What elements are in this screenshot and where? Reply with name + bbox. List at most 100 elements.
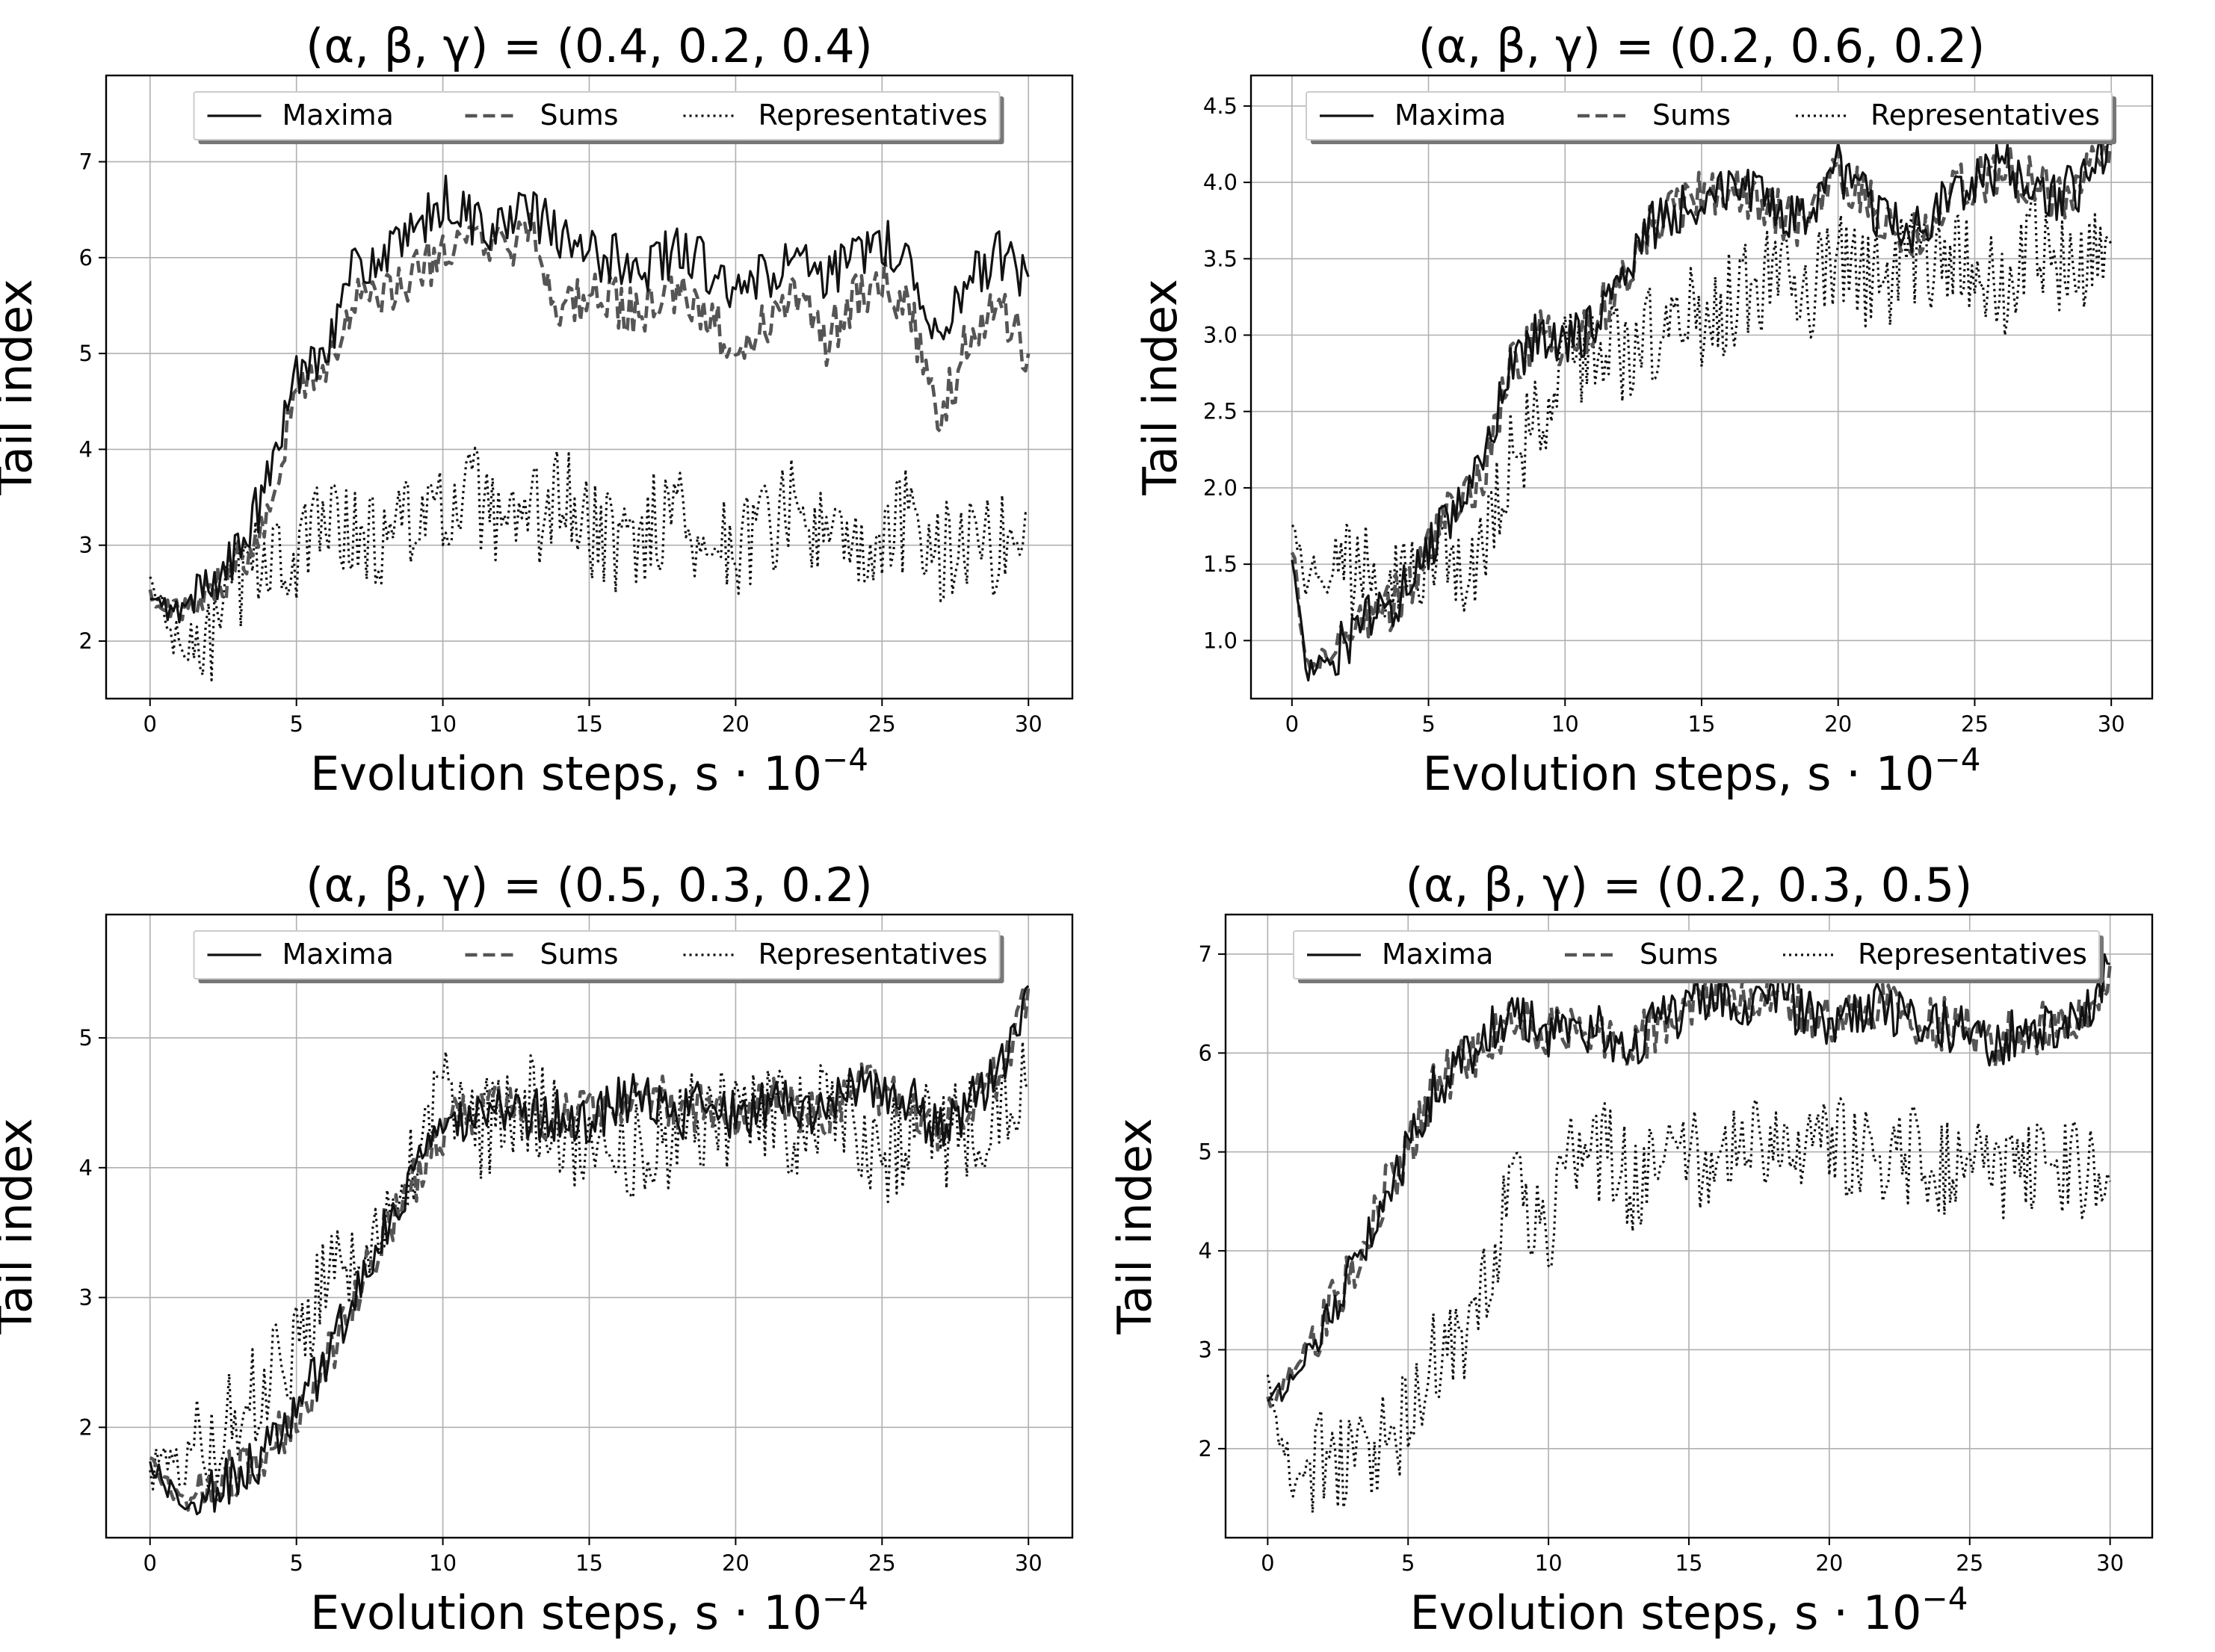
x-tick-label: 20 [722,711,750,737]
y-tick-label: 3 [79,533,93,558]
series-line-representatives [1266,1097,2112,1515]
y-tick-label: 7 [79,149,93,174]
x-tick-label: 5 [289,711,303,737]
legend-label-sums: Sums [540,938,619,971]
y-tick-label: 4 [79,436,93,462]
x-tick-label: 0 [143,1550,157,1576]
x-tick-label: 0 [143,711,157,737]
legend-label-representatives: Representatives [1858,938,2087,971]
y-tick-label: 2 [79,1414,93,1440]
legend-box [1293,930,2100,980]
chart-title: (α, β, γ) = (0.2, 0.6, 0.2) [1418,19,1986,73]
y-tick-label: 5 [79,1025,93,1051]
chart-panel-2: 0 5 10 15 20 25 30 1.0 1.5 2.0 2.5 3.0 3.5 4.0 4.5 (α, … [1133,19,2154,801]
x-axis-label-superscript: −4 [1935,741,1981,778]
x-tick-label: 20 [722,1550,750,1576]
y-tick-label: 4.0 [1203,170,1238,195]
x-tick-label: 10 [429,711,457,737]
legend-label-maxima: Maxima [282,938,394,971]
chart-panel-4: 0 5 10 15 20 25 30 2 3 4 5 6 7 (α, β, γ) = (0.2, 0.3,… [1108,858,2154,1640]
legend-label-maxima: Maxima [282,99,394,132]
x-tick-label: 25 [1961,711,1989,737]
legend-label-maxima: Maxima [1382,938,1493,971]
y-tick-label: 6 [79,245,93,270]
legend-label-representatives: Representatives [1870,99,2100,132]
x-axis-label-text: Evolution steps, s · 10 [310,1586,822,1640]
x-tick-label: 30 [1015,1550,1042,1576]
chart-title: (α, β, γ) = (0.4, 0.2, 0.4) [306,19,873,73]
y-tick-label: 2.5 [1203,399,1238,424]
y-tick-label: 4.5 [1203,93,1238,119]
y-tick-label: 2.0 [1203,475,1238,501]
y-axis-label: Tail index [1108,1118,1162,1334]
legend-label-sums: Sums [1652,99,1731,132]
legend-box [1306,91,2113,140]
x-tick-label: 20 [1824,711,1852,737]
x-axis-label-superscript: −4 [822,741,868,778]
legend-box [193,91,1001,140]
y-tick-label: 7 [1199,941,1212,967]
series-line-maxima [1291,134,2113,682]
legend-label-sums: Sums [540,99,619,132]
y-axis-label: Tail index [0,1118,43,1334]
x-tick-label: 25 [1956,1550,1983,1576]
series-line-representatives [149,446,1030,681]
x-axis-label: Evolution steps, s · 10−4 [310,1580,868,1640]
x-tick-label: 15 [1688,711,1716,737]
x-tick-label: 15 [575,711,603,737]
x-axis-label: Evolution steps, s · 10−4 [1423,741,1981,801]
x-axis-label-text: Evolution steps, s · 10 [310,746,822,801]
x-tick-label: 0 [1261,1550,1274,1576]
legend-label-sums: Sums [1640,938,1718,971]
y-axis-label: Tail index [0,279,43,495]
x-tick-label: 0 [1285,711,1299,737]
series-line-sums [148,212,1031,622]
y-tick-label: 3 [1199,1337,1212,1362]
x-tick-label: 5 [1421,711,1435,737]
series-line-maxima [1267,953,2110,1402]
y-tick-label: 2 [79,628,93,654]
y-tick-label: 4 [79,1155,93,1181]
y-tick-label: 3 [79,1285,93,1311]
legend: Maxima Sums Representatives [1293,930,2104,983]
x-axis-label-superscript: −4 [1922,1580,1968,1617]
legend-label-representatives: Representatives [759,938,988,971]
x-axis-label-superscript: −4 [822,1580,868,1617]
series-line-maxima [149,985,1030,1516]
legend-label-representatives: Representatives [759,99,988,132]
chart-title: (α, β, γ) = (0.5, 0.3, 0.2) [306,858,873,912]
y-axis-label: Tail index [1133,279,1187,495]
y-tick-label: 3.0 [1203,323,1238,348]
x-axis-label: Evolution steps, s · 10−4 [310,741,868,801]
y-tick-label: 3.5 [1203,246,1238,271]
chart-panel-1: 0 5 10 15 20 25 30 2 3 4 5 6 7 (α, β, γ) = (0.4, 0.2,… [0,19,1074,801]
y-tick-label: 4 [1199,1238,1212,1263]
x-tick-label: 10 [1551,711,1579,737]
y-tick-label: 5 [1199,1139,1212,1165]
x-tick-label: 10 [429,1550,457,1576]
legend-label-maxima: Maxima [1394,99,1506,132]
y-tick-label: 1.5 [1203,551,1238,577]
x-tick-label: 5 [289,1550,303,1576]
x-tick-label: 10 [1535,1550,1563,1576]
y-tick-label: 6 [1199,1040,1212,1065]
x-tick-label: 5 [1401,1550,1415,1576]
y-tick-label: 1.0 [1203,628,1238,653]
x-tick-label: 30 [1015,711,1042,737]
x-axis-label-text: Evolution steps, s · 10 [1410,1586,1922,1640]
series-line-maxima [149,174,1030,624]
legend-box [193,930,1001,980]
x-tick-label: 25 [868,1550,896,1576]
chart-title: (α, β, γ) = (0.2, 0.3, 0.5) [1406,858,1973,912]
x-tick-label: 30 [2098,711,2125,737]
y-tick-label: 5 [79,341,93,366]
x-tick-label: 20 [1815,1550,1843,1576]
y-tick-label: 2 [1199,1436,1212,1461]
legend: Maxima Sums Representatives [1306,91,2116,144]
legend: Maxima Sums Representatives [193,91,1004,144]
x-tick-label: 15 [575,1550,603,1576]
x-axis-label-text: Evolution steps, s · 10 [1423,746,1935,801]
x-tick-label: 25 [868,711,896,737]
x-tick-label: 30 [2096,1550,2124,1576]
